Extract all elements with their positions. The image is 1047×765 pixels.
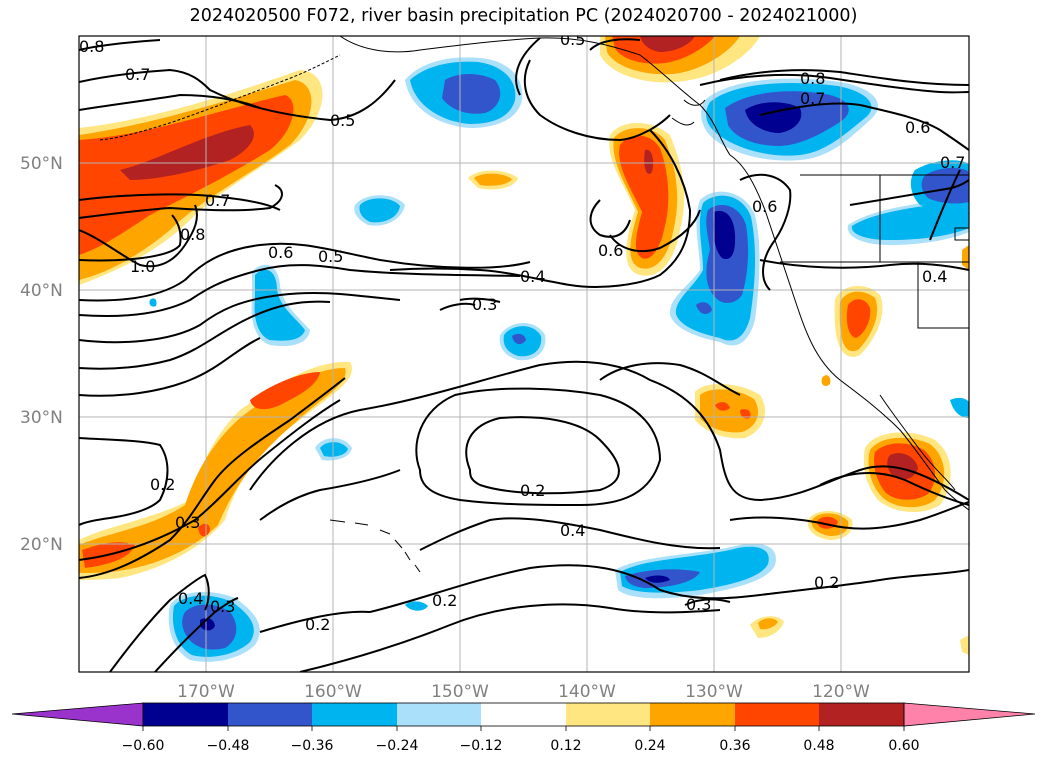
contour-label: 0.3	[472, 295, 497, 314]
lat-label-40n: 40°N	[20, 281, 63, 301]
contour-label: 0.5	[318, 247, 343, 266]
contour-label: 0.2	[432, 591, 457, 610]
longitude-labels: 170°W 160°W 150°W 140°W 130°W 120°W	[177, 682, 870, 702]
colorbar-overflow	[903, 702, 1036, 727]
contour-label: 1.0	[130, 257, 155, 276]
colorbar-tick: −0.36	[291, 738, 334, 754]
contour-label: 0.7	[205, 191, 230, 210]
contour-label: 0.4	[520, 267, 545, 286]
colorbar-tick: −0.24	[376, 738, 419, 754]
contour-label: 0.3	[686, 595, 711, 614]
negative-anomaly-central	[149, 195, 546, 461]
colorbar-bin	[228, 703, 312, 726]
contour-label: 0.8	[79, 37, 104, 56]
colorbar-bin	[397, 703, 481, 726]
contour-label: 0.2	[150, 475, 175, 494]
contour-label: 0.3	[210, 597, 235, 616]
lon-label-160w: 160°W	[304, 682, 362, 702]
colorbar-tick: 0.60	[888, 738, 919, 754]
lon-label-150w: 150°W	[431, 682, 489, 702]
positive-anomaly-subtropical	[79, 361, 352, 580]
latitude-labels: 50°N 40°N 30°N 20°N	[20, 154, 63, 555]
contour-label: 0.6	[752, 197, 777, 216]
contour-label: 0.6	[598, 241, 623, 260]
colorbar-tick: 0.24	[634, 738, 665, 754]
contour-label: 0.7	[940, 153, 965, 172]
contour-label: 0.7	[125, 65, 150, 84]
lon-label-170w: 170°W	[177, 682, 235, 702]
lat-label-50n: 50°N	[20, 154, 63, 174]
lon-label-140w: 140°W	[558, 682, 616, 702]
contour-label: 0.3	[175, 513, 200, 532]
contour-label: 0.7	[800, 89, 825, 108]
map-frame	[78, 35, 970, 673]
colorbar-tick: 0.12	[550, 738, 581, 754]
contour-label: 0.2	[305, 615, 330, 634]
lat-label-30n: 30°N	[20, 408, 63, 428]
colorbar-tick: 0.48	[803, 738, 834, 754]
negative-anomaly-south	[168, 543, 776, 662]
lon-label-120w: 120°W	[812, 682, 870, 702]
contour-label: 0.4	[178, 589, 203, 608]
contour-label: 0.2	[814, 573, 839, 592]
contour-label: 0.5	[330, 111, 355, 130]
colorbar: −0.60 −0.48 −0.36 −0.24 −0.12 0.12 0.24 …	[11, 702, 1036, 754]
chart-title: 2024020500 F072, river basin precipitati…	[189, 6, 858, 26]
negative-anomaly-alaska	[405, 57, 523, 128]
colorbar-tick: −0.48	[207, 738, 250, 754]
contour-label: 0.8	[800, 69, 825, 88]
colorbar-bin	[566, 703, 650, 726]
negative-anomaly-offshore	[669, 191, 760, 346]
colorbar-bin	[312, 703, 397, 726]
colorbar-bin	[143, 703, 228, 726]
colorbar-bin	[650, 703, 735, 726]
positive-anomaly-nw	[79, 70, 323, 285]
contour-label: 0.2	[520, 481, 545, 500]
contour-label: 0.6	[905, 118, 930, 137]
colorbar-tick: −0.12	[460, 738, 503, 754]
colorbar-tick: 0.36	[719, 738, 750, 754]
map-panel: 0.8 0.7 0.5 0.5 0.8 0.7 0.6 0.7 0.7 0.6 …	[79, 30, 969, 672]
lon-label-130w: 130°W	[685, 682, 743, 702]
contour-labels: 0.8 0.7 0.5 0.5 0.8 0.7 0.6 0.7 0.7 0.6 …	[79, 30, 965, 634]
colorbar-underflow	[11, 702, 144, 727]
colorbar-bin	[735, 703, 819, 726]
contour-label: 0.5	[560, 30, 585, 49]
contour-label: 0.4	[560, 521, 585, 540]
contour-label: 0.8	[180, 225, 205, 244]
contour-label: 0.4	[922, 267, 947, 286]
colorbar-bin	[819, 703, 904, 726]
contour-lines	[79, 37, 969, 672]
colorbar-tick: −0.60	[122, 738, 165, 754]
negative-anomaly-interior	[847, 160, 969, 418]
lat-label-20n: 20°N	[20, 535, 63, 555]
coastlines	[99, 36, 969, 573]
contour-label: 0.6	[268, 243, 293, 262]
colorbar-bin	[481, 703, 566, 726]
